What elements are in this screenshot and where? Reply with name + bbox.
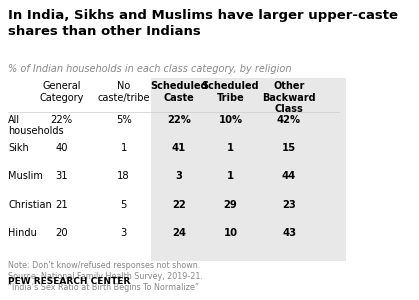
Text: 44: 44: [282, 172, 296, 182]
Text: All
households: All households: [8, 115, 64, 136]
Text: General
Category: General Category: [39, 81, 84, 103]
Text: 1: 1: [121, 143, 127, 153]
Text: Scheduled
Tribe: Scheduled Tribe: [202, 81, 259, 103]
Text: Sikh: Sikh: [8, 143, 29, 153]
Text: 31: 31: [55, 172, 68, 182]
Text: 22%: 22%: [167, 115, 191, 124]
Text: 29: 29: [224, 200, 237, 210]
Text: 20: 20: [55, 228, 68, 239]
Text: 15: 15: [282, 143, 296, 153]
Text: 42%: 42%: [277, 115, 301, 124]
Text: 5%: 5%: [116, 115, 132, 124]
Text: Other
Backward
Class: Other Backward Class: [262, 81, 316, 114]
Text: % of Indian households in each class category, by religion: % of Indian households in each class cat…: [8, 64, 292, 74]
Text: Christian: Christian: [8, 200, 52, 210]
Text: PEW RESEARCH CENTER: PEW RESEARCH CENTER: [8, 277, 131, 286]
Text: No
caste/tribe: No caste/tribe: [98, 81, 150, 103]
Text: 10%: 10%: [218, 115, 243, 124]
Text: In India, Sikhs and Muslims have larger upper-caste
shares than other Indians: In India, Sikhs and Muslims have larger …: [8, 9, 398, 38]
Text: 40: 40: [55, 143, 68, 153]
Text: Muslim: Muslim: [8, 172, 43, 182]
Text: 21: 21: [55, 200, 68, 210]
Text: Scheduled
Caste: Scheduled Caste: [150, 81, 207, 103]
Text: Note: Don’t know/refused responses not shown.
Source: National Family Health Sur: Note: Don’t know/refused responses not s…: [8, 261, 203, 292]
Text: 22%: 22%: [51, 115, 73, 124]
Text: 18: 18: [117, 172, 130, 182]
Text: 5: 5: [121, 200, 127, 210]
Text: 24: 24: [172, 228, 186, 239]
Text: 3: 3: [175, 172, 182, 182]
Text: 10: 10: [223, 228, 238, 239]
Bar: [151, 78, 346, 261]
Text: Hindu: Hindu: [8, 228, 37, 239]
Text: 43: 43: [282, 228, 296, 239]
Text: 41: 41: [172, 143, 186, 153]
Text: 1: 1: [227, 172, 234, 182]
Text: 1: 1: [227, 143, 234, 153]
Text: 23: 23: [282, 200, 296, 210]
Text: 22: 22: [172, 200, 186, 210]
Text: 3: 3: [121, 228, 127, 239]
